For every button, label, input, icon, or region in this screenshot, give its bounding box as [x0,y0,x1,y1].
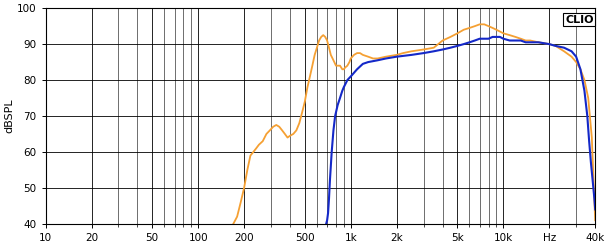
Text: CLIO: CLIO [565,15,594,25]
Y-axis label: dBSPL: dBSPL [4,99,14,133]
